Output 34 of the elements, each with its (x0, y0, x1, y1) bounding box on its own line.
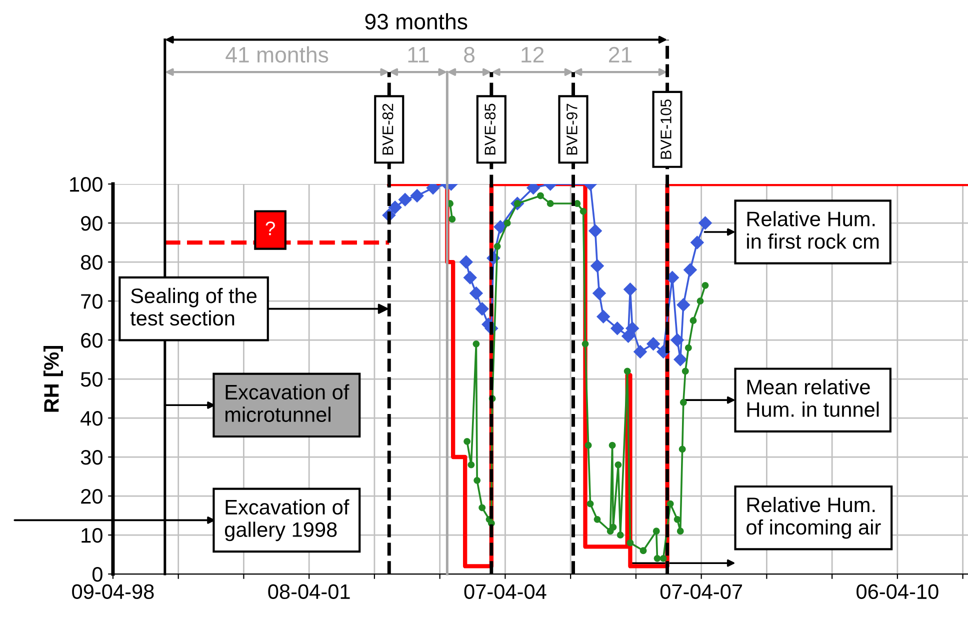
text: 8 (464, 46, 475, 63)
text: 12 (522, 46, 544, 62)
x-tick-label: 07-04-04 (464, 584, 546, 600)
y-tick-label: 100 (70, 177, 102, 192)
x-tick-label: 08-04-01 (268, 584, 350, 600)
y-tick-label: 70 (81, 294, 102, 309)
x-tick-label: 09-04-98 (72, 584, 154, 600)
y-tick-label: 20 (81, 489, 102, 504)
annotation: Relative Hum. of incoming air (746, 496, 881, 539)
annotation: Excavation of microtunnel (226, 384, 350, 422)
annotation: ? (266, 221, 275, 236)
y-axis-title: RH [%] (44, 346, 63, 412)
y-tick-label: 30 (80, 450, 102, 465)
text: 11 (408, 47, 429, 62)
y-tick-label: 0 (92, 567, 102, 582)
y-tick-label: 10 (82, 528, 102, 543)
annotation: Sealing of the test section (130, 288, 257, 326)
y-tick-label: 80 (80, 255, 102, 270)
y-tick-label: 50 (80, 372, 102, 387)
x-tick-label: 07-04-07 (660, 584, 742, 600)
ref-line-label: BVE-105 (660, 99, 672, 159)
annotation: Mean relative Hum. in tunnel (747, 379, 879, 417)
x-tick-label: 06-04-10 (856, 584, 938, 600)
annotation: Excavation of gallery 1998 (224, 499, 350, 542)
ref-line-label: BVE-97 (566, 104, 578, 154)
text: 93 months (365, 13, 468, 30)
text: 41 months (226, 46, 328, 63)
text: 21 (609, 46, 632, 62)
y-tick-label: 60 (81, 333, 102, 348)
ref-line-label: BVE-85 (484, 104, 496, 154)
ref-line-label: BVE-82 (382, 104, 394, 154)
y-tick-label: 40 (80, 411, 102, 426)
annotation: Relative Hum. in first rock cm (747, 211, 879, 249)
y-tick-label: 90 (81, 216, 102, 231)
